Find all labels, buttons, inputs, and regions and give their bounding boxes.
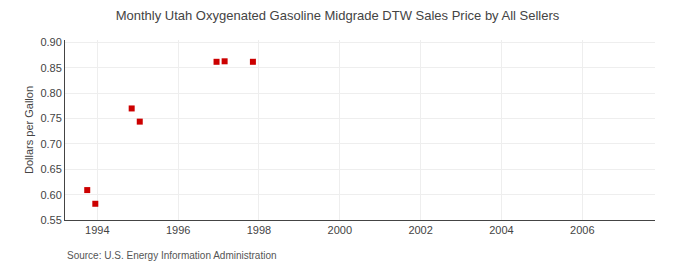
- svg-text:0.70: 0.70: [40, 138, 61, 150]
- svg-text:0.75: 0.75: [40, 112, 61, 124]
- svg-text:0.60: 0.60: [40, 189, 61, 201]
- svg-text:Dollars per Gallon: Dollars per Gallon: [23, 86, 35, 174]
- svg-text:2000: 2000: [328, 224, 352, 236]
- svg-text:0.55: 0.55: [40, 214, 61, 226]
- svg-text:1996: 1996: [166, 224, 190, 236]
- svg-text:Monthly Utah Oxygenated Gasoli: Monthly Utah Oxygenated Gasoline Midgrad…: [116, 8, 560, 23]
- svg-text:2006: 2006: [570, 224, 594, 236]
- svg-text:0.80: 0.80: [40, 87, 61, 99]
- svg-text:2002: 2002: [408, 224, 432, 236]
- svg-text:1994: 1994: [85, 224, 109, 236]
- svg-text:0.90: 0.90: [40, 36, 61, 48]
- svg-text:1998: 1998: [247, 224, 271, 236]
- svg-text:0.65: 0.65: [40, 163, 61, 175]
- svg-text:Source: U.S. Energy Informatio: Source: U.S. Energy Information Administ…: [67, 250, 277, 261]
- svg-text:2004: 2004: [489, 224, 513, 236]
- svg-text:0.85: 0.85: [40, 62, 61, 74]
